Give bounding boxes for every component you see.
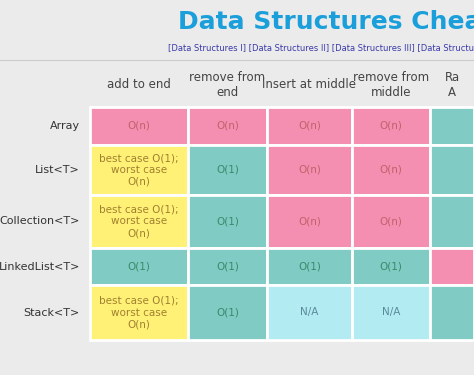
Text: add to end: add to end: [107, 78, 171, 92]
Text: Collection<T>: Collection<T>: [0, 216, 80, 226]
Text: best case O(1);
worst case
O(n): best case O(1); worst case O(n): [99, 205, 179, 238]
Bar: [90, 285, 188, 340]
Text: O(n): O(n): [380, 216, 402, 226]
Bar: [90, 248, 188, 285]
Text: O(1): O(1): [216, 261, 239, 272]
Bar: [267, 195, 352, 248]
Text: O(1): O(1): [216, 216, 239, 226]
Text: N/A: N/A: [382, 308, 400, 318]
Bar: [188, 285, 267, 340]
Bar: [430, 145, 474, 195]
Bar: [267, 107, 352, 145]
Text: Data Structures Chea: Data Structures Chea: [178, 10, 474, 34]
Text: [Data Structures I] [Data Structures II] [Data Structures III] [Data Structures : [Data Structures I] [Data Structures II]…: [168, 44, 474, 52]
Text: best case O(1);
worst case
O(n): best case O(1); worst case O(n): [99, 296, 179, 329]
Text: O(n): O(n): [216, 121, 239, 131]
Bar: [430, 248, 474, 285]
Bar: [430, 195, 474, 248]
Text: remove from
end: remove from end: [190, 71, 265, 99]
Bar: [352, 285, 430, 340]
Text: O(n): O(n): [128, 121, 150, 131]
Bar: [90, 107, 188, 145]
Text: insert at middle: insert at middle: [263, 78, 356, 92]
Text: O(n): O(n): [298, 165, 321, 175]
Bar: [188, 248, 267, 285]
Text: remove from
middle: remove from middle: [353, 71, 429, 99]
Bar: [352, 145, 430, 195]
Bar: [430, 107, 474, 145]
Bar: [352, 195, 430, 248]
Text: O(n): O(n): [380, 121, 402, 131]
Text: O(1): O(1): [216, 165, 239, 175]
Text: LinkedList<T>: LinkedList<T>: [0, 261, 80, 272]
Bar: [267, 145, 352, 195]
Text: O(1): O(1): [380, 261, 402, 272]
Text: O(1): O(1): [128, 261, 150, 272]
Bar: [90, 195, 188, 248]
Text: best case O(1);
worst case
O(n): best case O(1); worst case O(n): [99, 153, 179, 187]
Bar: [267, 285, 352, 340]
Text: O(n): O(n): [298, 121, 321, 131]
Text: N/A: N/A: [301, 308, 319, 318]
Bar: [352, 107, 430, 145]
Text: Stack<T>: Stack<T>: [24, 308, 80, 318]
Bar: [267, 248, 352, 285]
Bar: [188, 107, 267, 145]
Text: O(n): O(n): [298, 216, 321, 226]
Text: O(1): O(1): [298, 261, 321, 272]
Bar: [430, 285, 474, 340]
Bar: [188, 195, 267, 248]
Bar: [352, 248, 430, 285]
Text: Array: Array: [50, 121, 80, 131]
Text: Ra
A: Ra A: [445, 71, 460, 99]
Text: O(n): O(n): [380, 165, 402, 175]
Text: O(1): O(1): [216, 308, 239, 318]
Bar: [188, 145, 267, 195]
Text: List<T>: List<T>: [35, 165, 80, 175]
Bar: [90, 145, 188, 195]
